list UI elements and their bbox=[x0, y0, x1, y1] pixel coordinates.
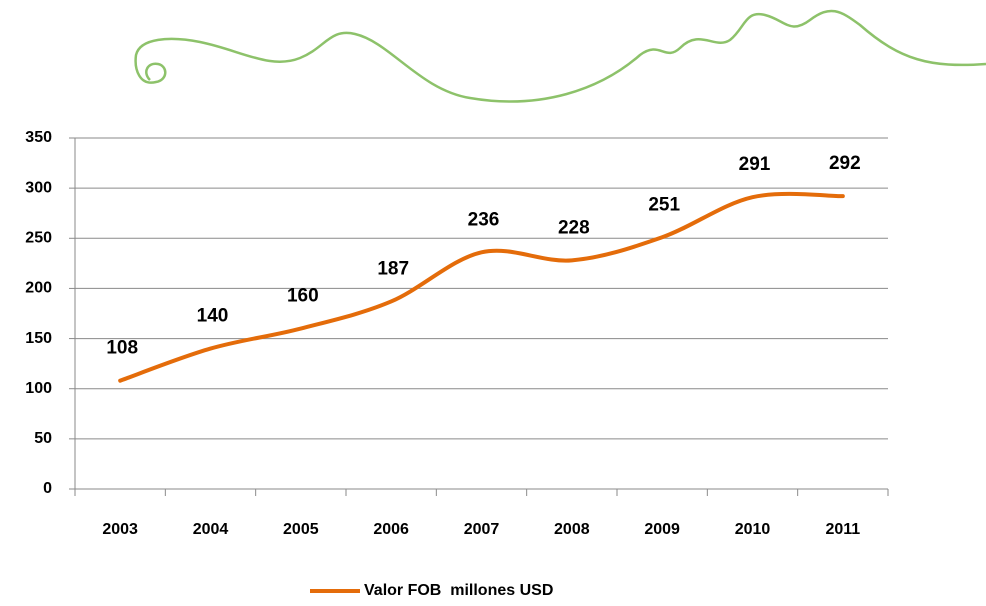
data-label: 251 bbox=[648, 194, 680, 215]
x-tick-label: 2009 bbox=[644, 521, 680, 538]
y-tick-label: 50 bbox=[34, 430, 52, 447]
y-tick-label: 100 bbox=[25, 380, 52, 397]
x-tick-label: 2003 bbox=[102, 521, 138, 538]
data-label: 228 bbox=[558, 217, 590, 238]
y-tick-label: 150 bbox=[25, 330, 52, 347]
chart: 0 50 100 150 200 250 300 350 2003 2004 2005 2006 200… bbox=[0, 0, 986, 606]
x-tick-label: 2008 bbox=[554, 521, 590, 538]
x-tick-label: 2011 bbox=[825, 521, 860, 538]
data-label: 236 bbox=[468, 209, 500, 230]
legend-label: Valor FOB millones USD bbox=[364, 582, 553, 599]
x-tick-label: 2010 bbox=[735, 521, 771, 538]
x-tick-label: 2004 bbox=[193, 521, 229, 538]
y-tick-label: 0 bbox=[43, 480, 52, 497]
y-tick-label: 300 bbox=[25, 179, 52, 196]
y-tick-label: 350 bbox=[25, 129, 52, 146]
data-label: 140 bbox=[197, 306, 229, 327]
data-label: 108 bbox=[106, 338, 138, 359]
x-tick-label: 2006 bbox=[373, 521, 409, 538]
decoration bbox=[136, 11, 986, 102]
data-label: 187 bbox=[377, 258, 409, 279]
y-tick-label: 200 bbox=[25, 280, 52, 297]
x-tick-label: 2005 bbox=[283, 521, 319, 538]
data-label: 291 bbox=[739, 154, 771, 175]
y-tick-label: 250 bbox=[25, 230, 52, 247]
data-label: 292 bbox=[829, 153, 861, 174]
data-label: 160 bbox=[287, 286, 319, 307]
x-tick-label: 2007 bbox=[464, 521, 500, 538]
